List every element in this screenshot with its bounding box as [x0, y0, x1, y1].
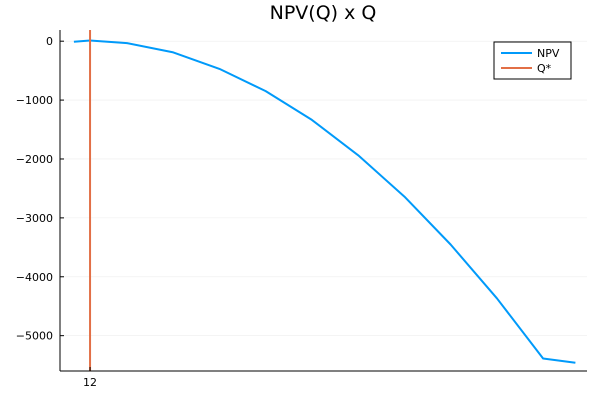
axes: 0 −1000 −2000 −3000 −4000 −5000 12: [16, 30, 587, 389]
legend: NPV Q*: [493, 41, 572, 80]
x-tick-label: 12: [83, 376, 97, 389]
y-tick-label: −1000: [16, 94, 53, 107]
y-tick-label: −4000: [16, 271, 53, 284]
chart-title: NPV(Q) x Q: [270, 2, 377, 24]
plot-area: [73, 30, 576, 371]
y-tick-label: 0: [46, 35, 53, 48]
y-tick-label: −3000: [16, 212, 53, 225]
y-tick-label: −5000: [16, 330, 53, 343]
legend-box: [493, 41, 572, 80]
series-line-npv: [73, 39, 576, 364]
grid: [60, 30, 587, 371]
y-tick-label: −2000: [16, 153, 53, 166]
legend-label: NPV: [537, 47, 560, 60]
legend-label: Q*: [537, 62, 552, 75]
